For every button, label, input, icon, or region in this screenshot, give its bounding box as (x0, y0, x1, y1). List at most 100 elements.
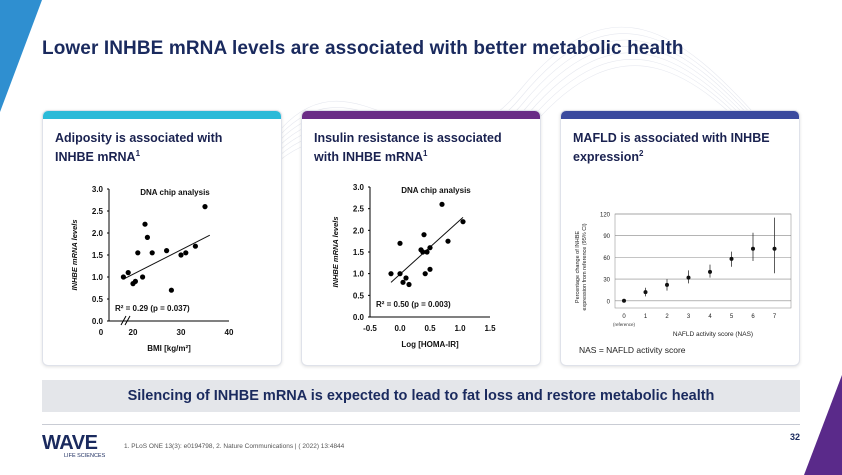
nas-footnote: NAS = NAFLD activity score (579, 345, 686, 355)
y-axis-label: Percentage change of INHBEexpression fro… (575, 223, 588, 310)
data-point (643, 290, 648, 295)
y-axis-label: INHBE mRNA levels (331, 217, 340, 288)
y-tick-label: 1.5 (92, 251, 104, 260)
company-logo: WAVE LIFE SCIENCES (42, 432, 114, 464)
x-tick-label: -0.5 (363, 324, 377, 333)
data-point (772, 246, 777, 251)
card-heading-line2: expression (573, 150, 640, 165)
data-point (388, 271, 394, 277)
data-point (183, 250, 189, 256)
data-point (149, 250, 155, 256)
chart-title: DNA chip analysis (140, 188, 210, 197)
homa-scatter-chart: 0.0 0.5 1.0 1.5 2.0 2.5 3.0 -0.5 0.0 0.5 1.0 1.5 DNA… (331, 183, 496, 349)
r-squared-annotation: R² = 0.29 (p = 0.037) (115, 304, 190, 313)
y-axis-label: INHBE mRNA levels (70, 220, 79, 291)
x-tick-label: 5 (730, 314, 734, 320)
x-tick-label: 30 (177, 328, 186, 337)
data-point (142, 221, 148, 227)
data-point (202, 204, 208, 210)
x-tick-label: 1 (644, 314, 648, 320)
data-point (439, 201, 445, 207)
y-tick-label: 2.5 (353, 205, 365, 214)
card-heading-line2: INHBE mRNA (55, 150, 136, 165)
references: 1. PLoS ONE 13(3): e0194798, 2. Nature C… (124, 443, 345, 450)
y-tick-label: 30 (603, 278, 610, 284)
y-tick-label: 1.5 (353, 248, 365, 257)
reference-note: (reference) (613, 322, 636, 327)
data-point (164, 248, 170, 254)
data-point (421, 232, 427, 238)
card-heading: Adiposity is associated with INHBE mRNA1 (55, 131, 275, 165)
chart-title: DNA chip analysis (401, 186, 471, 195)
x-tick-label: 3 (687, 314, 691, 320)
regression-line (123, 234, 211, 280)
card-heading-line2: with INHBE mRNA (314, 150, 424, 165)
x-tick-label: 20 (129, 328, 138, 337)
data-point (140, 274, 146, 280)
conclusion-text: Silencing of INHBE mRNA is expected to l… (127, 388, 715, 404)
x-axis-label: Log [HOMA-IR] (401, 340, 459, 349)
conclusion-band: Silencing of INHBE mRNA is expected to l… (42, 380, 800, 412)
y-tick-label: 0.0 (92, 317, 104, 326)
x-tick-label: 0.5 (424, 324, 436, 333)
card-accent-bar (561, 111, 799, 119)
x-tick-label: 1.5 (484, 324, 496, 333)
x-axis-label: NAFLD activity score (NAS) (673, 331, 753, 338)
data-point (178, 252, 184, 258)
data-point (403, 275, 409, 281)
card-accent-bar (43, 111, 281, 119)
data-point (665, 282, 669, 287)
logo-subtitle: LIFE SCIENCES (64, 453, 106, 459)
data-point (120, 274, 126, 280)
data-point (427, 266, 433, 272)
card-adiposity: Adiposity is associated with INHBE mRNA1… (42, 110, 282, 366)
corner-decoration-bottom-right (804, 375, 842, 475)
x-tick-label: 40 (225, 328, 234, 337)
x-tick-label: 0 (99, 328, 104, 337)
y-tick-label: 2.0 (353, 226, 365, 235)
y-tick-label: 1.0 (92, 273, 104, 282)
data-point (135, 250, 141, 256)
card-heading-line1: MAFLD is associated with INHBE (573, 131, 770, 145)
y-tick-label: 1.0 (353, 270, 365, 279)
card-accent-bar (302, 111, 540, 119)
nas-errorbar-chart: 0 30 60 90 120 0 1 2 3 4 5 6 7 (reference) NAFLD activ… (575, 213, 792, 338)
x-tick-label: 1.0 (454, 324, 466, 333)
plot-frame (614, 213, 792, 309)
corner-decoration-top-left (0, 0, 42, 112)
data-point (420, 249, 426, 255)
card-heading: Insulin resistance is associated with IN… (314, 131, 534, 165)
axis-break-mark (124, 315, 131, 326)
x-tick-label: 4 (708, 314, 712, 320)
card-heading-line1: Adiposity is associated with (55, 131, 223, 145)
footnote-marker: 1 (135, 149, 141, 158)
y-axis-label-line1: Percentage change of INHBE (575, 231, 581, 303)
data-point (729, 256, 734, 261)
data-point (460, 219, 466, 225)
data-point (397, 240, 403, 246)
data-point (397, 271, 403, 277)
logo-wordmark: WAVE (42, 432, 98, 454)
x-tick-label: 2 (665, 314, 669, 320)
y-tick-label: 3.0 (92, 185, 104, 194)
y-tick-label: 0.5 (92, 295, 104, 304)
axis-break-mark (120, 315, 127, 326)
footer-divider (42, 424, 800, 425)
page-title: Lower INHBE mRNA levels are associated w… (42, 38, 684, 59)
y-tick-label: 0.0 (353, 313, 365, 322)
data-point (132, 278, 138, 284)
y-tick-label: 90 (603, 234, 610, 240)
data-point (622, 298, 626, 303)
card-insulin-resistance: Insulin resistance is associated with IN… (301, 110, 541, 366)
data-point (422, 271, 428, 277)
data-point (168, 287, 174, 293)
footnote-marker: 1 (423, 149, 428, 158)
y-tick-label: 120 (600, 213, 611, 219)
x-tick-label: 0.0 (394, 324, 406, 333)
data-point (686, 275, 691, 280)
y-tick-label: 2.0 (92, 229, 104, 238)
card-heading: MAFLD is associated with INHBE expressio… (573, 131, 793, 165)
y-tick-label: 60 (603, 256, 610, 262)
data-point (406, 281, 412, 288)
page-number: 32 (789, 432, 800, 442)
